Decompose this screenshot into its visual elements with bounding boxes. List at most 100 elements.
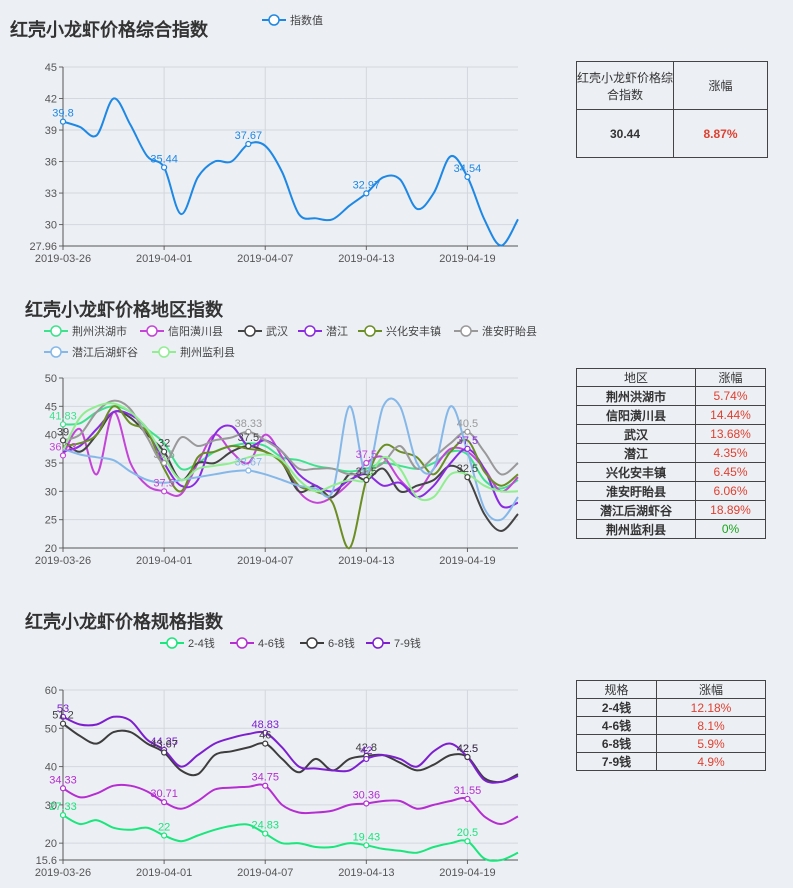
y-tick-label: 36	[45, 157, 57, 169]
legend-item: 潜江后湖虾谷	[44, 345, 138, 359]
data-point	[161, 799, 168, 806]
data-point	[59, 713, 67, 720]
data-point	[464, 795, 471, 803]
data-point	[363, 755, 370, 763]
region-change: 0%	[695, 519, 766, 539]
table-row: 2-4钱 12.18%	[576, 698, 766, 717]
legend-label: 荆州监利县	[180, 346, 235, 359]
legend-item: 荆州洪湖市	[44, 324, 127, 338]
legend-marker	[460, 325, 472, 337]
series-line-2	[62, 410, 519, 504]
region-change: 14.44%	[695, 405, 766, 425]
legend-item: 潜江	[298, 324, 348, 338]
table-row: 荆州监利县 0%	[576, 519, 766, 539]
data-label: 42.8	[356, 742, 377, 754]
legend-marker	[244, 325, 256, 337]
x-tick-label: 2019-04-13	[338, 867, 394, 879]
table-row: 信阳潢川县 14.44%	[576, 405, 766, 425]
legend-item: 6-8钱	[300, 636, 355, 650]
data-point	[161, 488, 168, 495]
data-point	[161, 459, 168, 467]
legend-marker	[50, 346, 62, 358]
data-label: 32	[158, 438, 170, 450]
data-label: 40.5	[457, 418, 478, 430]
data-point	[245, 442, 252, 450]
region-name: 兴化安丰镇	[576, 462, 696, 482]
y-tick-label: 35	[45, 458, 57, 470]
data-label: 37.5	[153, 477, 174, 489]
data-label: 44.35	[150, 736, 178, 748]
data-point	[464, 428, 471, 435]
data-point	[464, 445, 471, 452]
x-tick-label: 2019-04-19	[439, 555, 495, 567]
legend-item: 武汉	[238, 325, 288, 338]
region-name: 荆州监利县	[576, 519, 696, 539]
spec-name: 2-4钱	[576, 698, 657, 717]
x-tick-label: 2019-04-07	[237, 555, 293, 567]
region-name: 淮安盱眙县	[576, 481, 696, 501]
region-change: 4.35%	[695, 443, 766, 463]
series-line-4	[62, 715, 519, 784]
spec-name: 6-8钱	[576, 734, 657, 753]
data-point	[59, 437, 67, 444]
data-label: 22	[158, 821, 170, 833]
data-label: 38.33	[235, 418, 263, 430]
legend-label: 潜江	[326, 324, 348, 338]
region-change: 6.06%	[695, 481, 766, 501]
series-line-6	[62, 399, 519, 476]
series-line-7	[62, 397, 519, 522]
data-label: 31.55	[454, 785, 482, 797]
region-name: 潜江后湖虾谷	[576, 500, 696, 520]
data-label: 36.33	[49, 441, 77, 453]
data-label: 34.75	[251, 772, 279, 784]
y-tick-label: 40	[45, 762, 57, 774]
data-point	[245, 140, 252, 148]
legend-label: 6-8钱	[328, 636, 355, 650]
legend-marker	[50, 325, 62, 337]
table-row: 淮安盱眙县 6.06%	[576, 481, 766, 501]
spec-change: 5.9%	[656, 734, 766, 753]
data-label: 39	[57, 426, 69, 438]
x-tick-label: 2019-03-26	[35, 867, 91, 879]
x-tick-label: 2019-04-01	[136, 555, 192, 567]
table1-header-change: 涨幅	[673, 61, 768, 110]
region-change: 6.45%	[695, 462, 766, 482]
legend-marker	[268, 14, 280, 26]
chart1-title: 红壳小龙虾价格综合指数	[10, 20, 208, 40]
spec-index-table: 规格 涨幅 2-4钱 12.18% 4-6钱 8.1% 6-8钱 5.9% 7-9钱 4.9%	[576, 680, 766, 771]
table-row: 7-9钱 4.9%	[576, 752, 766, 771]
data-point	[59, 421, 67, 428]
table1-change: 8.87%	[673, 109, 768, 158]
legend-item: 信阳潢川县	[140, 325, 223, 338]
data-label: 35.44	[150, 153, 178, 165]
data-label: 46	[259, 730, 271, 742]
table-row: 4-6钱 8.1%	[576, 716, 766, 735]
chart-1: 27.96 30 33 36 39 42 45 2019-03-26 2019-04-01 201…	[29, 13, 519, 265]
legend-label: 信阳潢川县	[168, 325, 223, 338]
series-line-2	[62, 783, 519, 826]
data-label: 51.2	[52, 710, 73, 722]
x-tick-label: 2019-04-19	[439, 253, 495, 265]
y-tick-label: 30	[45, 220, 57, 232]
legend-item: 指数值	[262, 13, 323, 27]
y-tick-label: 27.96	[29, 241, 57, 253]
data-point	[363, 842, 370, 849]
data-point	[363, 476, 370, 484]
data-label: 42.5	[457, 743, 478, 755]
data-label: 20.5	[457, 827, 478, 839]
series-line-1	[62, 814, 519, 862]
legend-item: 7-9钱	[366, 636, 421, 650]
spec-change: 8.1%	[656, 716, 766, 735]
chart-2: 20 25 30 35 40 45 50 2019-03-26 2019-04-01 2019-0…	[35, 324, 537, 567]
composite-index-table: 红壳小龙虾价格综合指数 涨幅 30.44 8.87%	[576, 61, 768, 158]
y-tick-label: 30	[45, 486, 57, 498]
data-label: 32.5	[457, 463, 478, 475]
table2-header-change: 涨幅	[695, 368, 766, 387]
y-tick-label: 60	[45, 685, 57, 697]
x-tick-label: 2019-04-01	[136, 867, 192, 879]
table-row: 武汉 13.68%	[576, 424, 766, 444]
region-name: 荆州洪湖市	[576, 386, 696, 406]
x-tick-label: 2019-04-13	[338, 253, 394, 265]
x-tick-label: 2019-04-01	[136, 253, 192, 265]
legend-item: 荆州监利县	[152, 346, 235, 359]
